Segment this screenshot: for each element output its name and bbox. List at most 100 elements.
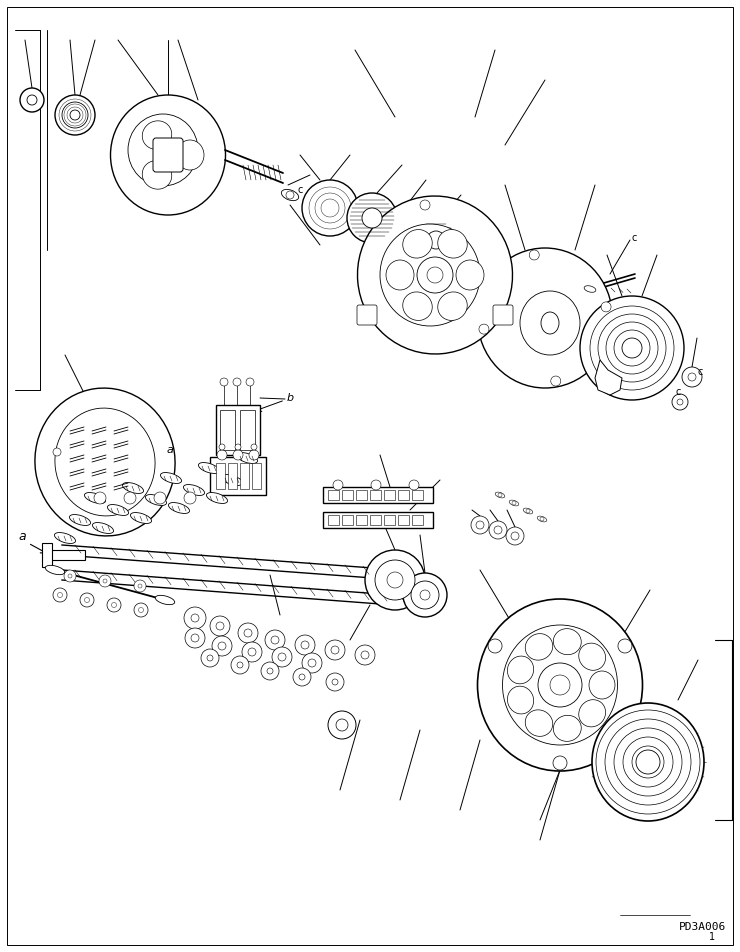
Circle shape <box>328 711 356 739</box>
Circle shape <box>677 399 683 405</box>
Circle shape <box>553 756 567 770</box>
Circle shape <box>272 647 292 667</box>
Circle shape <box>53 588 67 602</box>
Circle shape <box>154 492 166 504</box>
Circle shape <box>238 623 258 643</box>
Circle shape <box>427 231 445 249</box>
Bar <box>398 515 409 525</box>
Ellipse shape <box>456 260 484 290</box>
Ellipse shape <box>357 196 513 354</box>
Bar <box>342 515 353 525</box>
Circle shape <box>220 378 228 386</box>
Circle shape <box>124 492 136 504</box>
Bar <box>412 490 423 500</box>
Ellipse shape <box>55 532 75 544</box>
FancyBboxPatch shape <box>493 305 513 325</box>
Circle shape <box>212 636 232 656</box>
Circle shape <box>417 257 453 293</box>
Ellipse shape <box>523 508 533 514</box>
Circle shape <box>325 640 345 660</box>
Circle shape <box>682 367 702 387</box>
Circle shape <box>601 302 611 312</box>
Circle shape <box>295 635 315 655</box>
Circle shape <box>498 493 502 497</box>
Bar <box>323 487 433 503</box>
Circle shape <box>420 590 430 600</box>
Circle shape <box>191 634 199 642</box>
Circle shape <box>355 645 375 665</box>
Circle shape <box>336 719 348 731</box>
Ellipse shape <box>403 229 432 258</box>
Circle shape <box>332 679 338 685</box>
Ellipse shape <box>438 229 467 258</box>
Circle shape <box>134 580 146 592</box>
Circle shape <box>511 532 519 540</box>
Circle shape <box>494 526 502 534</box>
Circle shape <box>331 646 339 654</box>
Circle shape <box>308 659 316 667</box>
Ellipse shape <box>508 656 534 684</box>
Ellipse shape <box>508 686 534 714</box>
Circle shape <box>271 636 279 644</box>
Circle shape <box>246 378 254 386</box>
Circle shape <box>184 492 196 504</box>
Bar <box>42 543 52 567</box>
Circle shape <box>301 641 309 649</box>
Ellipse shape <box>438 292 467 321</box>
Bar <box>370 490 381 500</box>
Bar <box>228 463 237 489</box>
Circle shape <box>538 663 582 707</box>
Circle shape <box>207 655 213 661</box>
Bar <box>328 515 339 525</box>
Bar <box>384 490 395 500</box>
Bar <box>220 410 235 450</box>
Ellipse shape <box>122 483 144 493</box>
Circle shape <box>184 607 206 629</box>
Ellipse shape <box>541 312 559 334</box>
Circle shape <box>62 102 88 128</box>
Circle shape <box>191 614 199 622</box>
Ellipse shape <box>45 565 64 575</box>
Circle shape <box>278 653 286 661</box>
Circle shape <box>267 668 273 674</box>
Circle shape <box>237 662 243 668</box>
Circle shape <box>403 573 447 617</box>
Bar <box>356 515 367 525</box>
Bar <box>210 457 266 495</box>
Circle shape <box>365 550 425 610</box>
Circle shape <box>302 180 358 236</box>
Text: b: b <box>287 393 294 403</box>
Circle shape <box>219 444 225 450</box>
Text: b: b <box>540 690 546 700</box>
Circle shape <box>512 501 516 505</box>
Circle shape <box>99 575 111 587</box>
Circle shape <box>210 616 230 636</box>
Bar <box>252 463 261 489</box>
Circle shape <box>427 267 443 283</box>
Circle shape <box>138 607 144 612</box>
FancyBboxPatch shape <box>357 305 377 325</box>
Circle shape <box>233 450 243 460</box>
Ellipse shape <box>525 710 553 736</box>
Bar <box>323 512 433 528</box>
Ellipse shape <box>142 161 172 189</box>
Circle shape <box>302 653 322 673</box>
Ellipse shape <box>35 388 175 536</box>
Ellipse shape <box>520 291 580 355</box>
Circle shape <box>371 480 381 490</box>
Circle shape <box>242 642 262 662</box>
Circle shape <box>286 191 294 199</box>
Text: 1: 1 <box>709 932 715 942</box>
Ellipse shape <box>237 452 258 464</box>
Ellipse shape <box>579 700 605 727</box>
Circle shape <box>471 516 489 534</box>
Circle shape <box>55 95 95 135</box>
Circle shape <box>688 373 696 381</box>
Circle shape <box>249 450 259 460</box>
Bar <box>216 463 225 489</box>
Circle shape <box>333 480 343 490</box>
Circle shape <box>201 649 219 667</box>
Ellipse shape <box>176 140 204 170</box>
Circle shape <box>248 648 256 656</box>
Ellipse shape <box>495 492 505 498</box>
